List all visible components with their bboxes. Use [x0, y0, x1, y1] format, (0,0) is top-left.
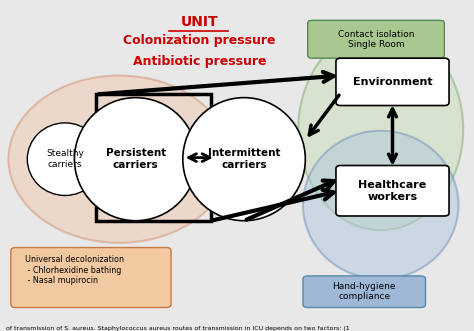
Ellipse shape — [74, 98, 197, 221]
Text: Intermittent
carriers: Intermittent carriers — [208, 148, 280, 170]
Text: Stealthy
carriers: Stealthy carriers — [46, 150, 84, 169]
Ellipse shape — [298, 28, 463, 230]
Text: Environment: Environment — [353, 77, 432, 87]
Text: UNIT: UNIT — [181, 15, 218, 29]
Text: Universal decolonization
 - Chlorhexidine bathing
 - Nasal mupirocin: Universal decolonization - Chlorhexidine… — [25, 256, 124, 285]
Text: Contact isolation
Single Room: Contact isolation Single Room — [338, 29, 414, 49]
FancyBboxPatch shape — [303, 276, 426, 307]
Text: Hand-hygiene
compliance: Hand-hygiene compliance — [332, 282, 396, 302]
Ellipse shape — [303, 131, 458, 279]
FancyBboxPatch shape — [308, 20, 444, 58]
Text: of transmission of S. aureus. Staphylococcus aureus routes of transmission in IC: of transmission of S. aureus. Staphyloco… — [6, 326, 350, 331]
FancyBboxPatch shape — [336, 166, 449, 216]
Text: Healthcare
workers: Healthcare workers — [358, 180, 427, 202]
Ellipse shape — [27, 123, 103, 196]
Text: Persistent
carriers: Persistent carriers — [106, 148, 166, 170]
Ellipse shape — [183, 98, 305, 221]
FancyBboxPatch shape — [336, 58, 449, 106]
FancyBboxPatch shape — [11, 248, 171, 307]
Text: Antibiotic pressure: Antibiotic pressure — [133, 55, 266, 68]
Ellipse shape — [9, 75, 230, 243]
Text: Colonization pressure: Colonization pressure — [123, 34, 275, 47]
